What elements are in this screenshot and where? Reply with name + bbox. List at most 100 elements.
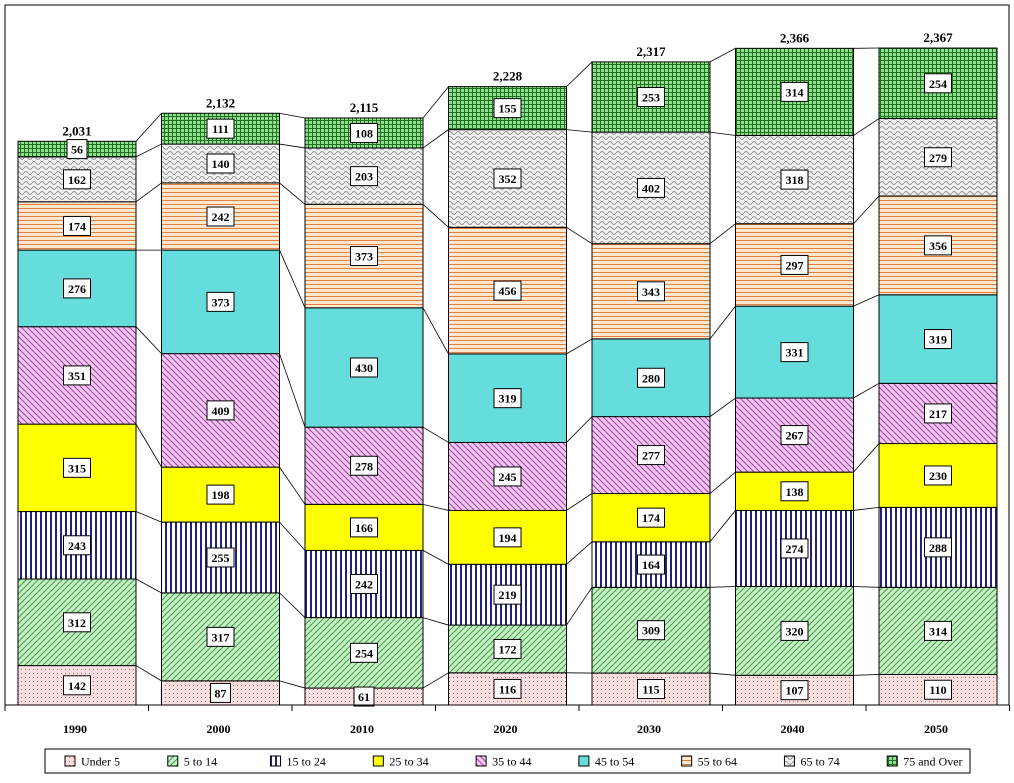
svg-text:245: 245 — [499, 470, 517, 484]
data-label: 142 — [64, 676, 91, 695]
svg-text:111: 111 — [212, 122, 229, 136]
data-label: 174 — [638, 508, 665, 527]
svg-text:198: 198 — [212, 488, 230, 502]
legend-label: 55 to 64 — [698, 755, 737, 769]
data-label: 288 — [925, 538, 952, 557]
svg-text:430: 430 — [355, 361, 373, 375]
data-label: 267 — [781, 426, 808, 445]
legend-label: Under 5 — [81, 755, 120, 769]
legend-label: 15 to 24 — [287, 755, 326, 769]
svg-text:278: 278 — [355, 459, 373, 473]
svg-text:164: 164 — [642, 558, 660, 572]
svg-text:276: 276 — [68, 282, 86, 296]
data-label: 297 — [781, 255, 808, 274]
svg-text:352: 352 — [499, 172, 517, 186]
x-tick-label: 2010 — [350, 722, 374, 736]
legend-swatch — [271, 756, 281, 766]
legend-swatch — [579, 756, 589, 766]
x-tick-label: 2040 — [781, 722, 805, 736]
svg-text:317: 317 — [212, 630, 230, 644]
total-label: 2,367 — [923, 30, 953, 45]
svg-text:319: 319 — [499, 392, 517, 406]
svg-text:166: 166 — [355, 521, 373, 535]
data-label: 373 — [351, 247, 378, 266]
svg-text:373: 373 — [355, 250, 373, 264]
data-label: 319 — [494, 389, 521, 408]
svg-text:277: 277 — [642, 449, 660, 463]
x-tick-label: 2030 — [637, 722, 661, 736]
svg-text:315: 315 — [68, 461, 86, 475]
legend-label: 5 to 14 — [184, 755, 217, 769]
legend-item-25-to-34: 25 to 34 — [373, 755, 428, 769]
total-label: 2,132 — [206, 95, 235, 110]
data-label: 174 — [64, 216, 91, 235]
data-label: 166 — [351, 518, 378, 537]
svg-text:254: 254 — [355, 646, 373, 660]
svg-text:162: 162 — [68, 173, 86, 187]
svg-text:140: 140 — [212, 157, 230, 171]
data-label: 314 — [925, 621, 952, 640]
data-label: 373 — [207, 292, 234, 311]
svg-text:279: 279 — [929, 151, 947, 165]
data-label: 320 — [781, 621, 808, 640]
legend-item-45-to-54: 45 to 54 — [579, 755, 634, 769]
data-label: 277 — [638, 446, 665, 465]
data-label: 331 — [781, 343, 808, 362]
data-label: 194 — [494, 528, 521, 547]
svg-text:351: 351 — [68, 369, 86, 383]
svg-text:331: 331 — [786, 346, 804, 360]
data-label: 318 — [781, 170, 808, 189]
data-label: 276 — [64, 279, 91, 298]
svg-text:61: 61 — [358, 690, 370, 704]
svg-text:172: 172 — [499, 642, 517, 656]
legend-item-15-to-24: 15 to 24 — [271, 755, 326, 769]
legend-label: 75 and Over — [903, 755, 962, 769]
data-label: 115 — [638, 680, 665, 699]
svg-text:142: 142 — [68, 679, 86, 693]
svg-text:319: 319 — [929, 333, 947, 347]
data-label: 317 — [207, 627, 234, 646]
x-tick-label: 1990 — [63, 722, 87, 736]
svg-text:280: 280 — [642, 371, 660, 385]
svg-text:274: 274 — [786, 542, 804, 556]
legend-swatch — [168, 756, 178, 766]
svg-text:107: 107 — [786, 684, 804, 698]
legend-label: 65 to 74 — [800, 755, 839, 769]
svg-text:242: 242 — [355, 577, 373, 591]
data-label: 107 — [781, 681, 808, 700]
svg-text:87: 87 — [215, 686, 227, 700]
data-label: 430 — [351, 358, 378, 377]
svg-text:110: 110 — [929, 683, 946, 697]
svg-text:314: 314 — [929, 624, 947, 638]
data-label: 164 — [638, 555, 665, 574]
svg-text:254: 254 — [929, 77, 947, 91]
data-label: 274 — [781, 539, 808, 558]
legend-item-5-to-14: 5 to 14 — [168, 755, 217, 769]
data-label: 242 — [351, 574, 378, 593]
data-label: 456 — [494, 281, 521, 300]
data-label: 138 — [781, 482, 808, 501]
data-label: 172 — [494, 639, 521, 658]
data-label: 254 — [925, 74, 952, 93]
svg-text:108: 108 — [355, 126, 373, 140]
svg-text:255: 255 — [212, 551, 230, 565]
legend-label: 45 to 54 — [595, 755, 634, 769]
x-tick-label: 2050 — [924, 722, 948, 736]
data-label: 245 — [494, 467, 521, 486]
svg-text:116: 116 — [499, 682, 516, 696]
svg-text:267: 267 — [786, 429, 804, 443]
svg-text:243: 243 — [68, 539, 86, 553]
svg-text:288: 288 — [929, 541, 947, 555]
data-label: 253 — [638, 88, 665, 107]
svg-text:56: 56 — [71, 143, 83, 157]
svg-text:343: 343 — [642, 285, 660, 299]
svg-text:217: 217 — [929, 407, 947, 421]
data-label: 352 — [494, 169, 521, 188]
data-label: 110 — [925, 680, 952, 699]
data-label: 140 — [207, 154, 234, 173]
legend-label: 35 to 44 — [492, 755, 531, 769]
svg-text:253: 253 — [642, 91, 660, 105]
data-label: 116 — [494, 679, 521, 698]
